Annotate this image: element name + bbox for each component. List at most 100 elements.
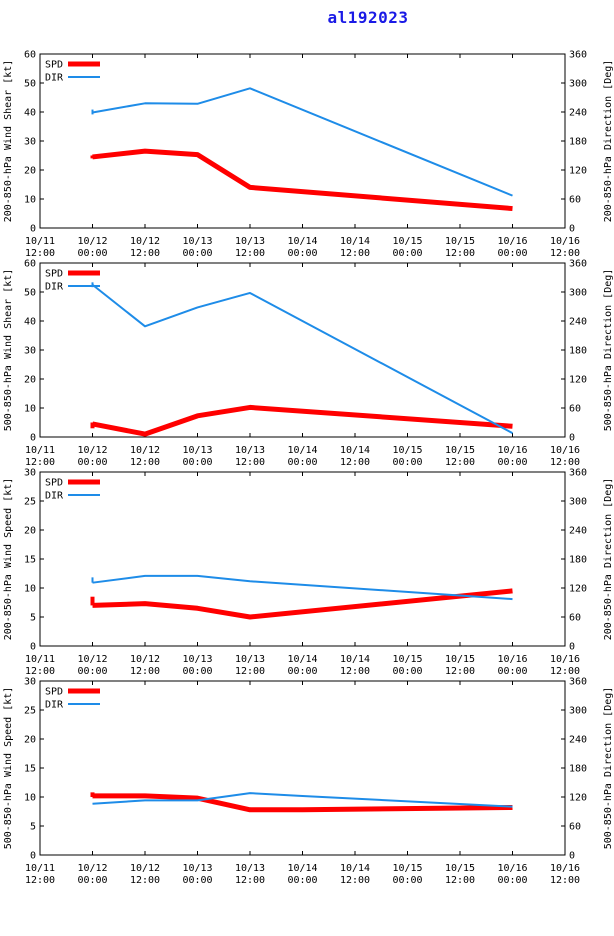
y-tick-label-left: 10 — [24, 195, 36, 206]
x-tick-label: 10/15 — [445, 863, 475, 874]
y-tick-label-right: 60 — [569, 822, 581, 833]
y-tick-label-right: 180 — [569, 764, 587, 775]
y-tick-label-right: 180 — [569, 346, 587, 357]
x-tick-label: 10/16 — [497, 445, 527, 456]
legend-spd-label: SPD — [45, 478, 63, 489]
y-tick-label-left: 20 — [24, 526, 36, 537]
spd-series-line — [92, 793, 513, 813]
x-tick-label: 00:00 — [182, 248, 212, 259]
y-tick-label-right: 360 — [569, 468, 587, 479]
y-axis-title-right: 500-850-hPa Direction [Deg] — [603, 269, 614, 432]
y-tick-label-right: 240 — [569, 735, 587, 746]
y-tick-label-left: 50 — [24, 79, 36, 90]
y-tick-label-right: 240 — [569, 317, 587, 328]
y-tick-label-left: 5 — [30, 822, 36, 833]
legend-dir-label: DIR — [45, 73, 64, 84]
x-tick-label: 00:00 — [497, 248, 527, 259]
legend-spd-label: SPD — [45, 60, 63, 71]
x-tick-label: 10/15 — [392, 863, 422, 874]
x-tick-label: 12:00 — [25, 457, 55, 468]
dir-series-line — [91, 283, 513, 435]
x-tick-label: 10/13 — [235, 236, 265, 247]
y-tick-label-right: 120 — [569, 584, 587, 595]
y-tick-label-left: 30 — [24, 677, 36, 688]
y-tick-label-right: 300 — [569, 288, 587, 299]
x-tick-label: 12:00 — [550, 457, 580, 468]
x-tick-label: 00:00 — [392, 457, 422, 468]
x-tick-label: 12:00 — [550, 875, 580, 886]
x-tick-label: 12:00 — [235, 457, 265, 468]
y-tick-label-left: 25 — [24, 497, 36, 508]
x-tick-label: 12:00 — [235, 666, 265, 677]
panel-2 — [39, 262, 566, 438]
x-tick-label: 10/14 — [340, 236, 370, 247]
y-tick-label-right: 300 — [569, 497, 587, 508]
x-tick-label: 00:00 — [287, 875, 317, 886]
y-tick-label-left: 0 — [30, 642, 36, 653]
x-tick-label: 10/12 — [77, 236, 107, 247]
x-tick-label: 10/11 — [25, 445, 55, 456]
x-tick-label: 12:00 — [445, 248, 475, 259]
y-tick-label-left: 0 — [30, 851, 36, 862]
x-tick-label: 00:00 — [392, 875, 422, 886]
y-tick-label-right: 0 — [569, 433, 575, 444]
y-tick-label-left: 30 — [24, 137, 36, 148]
x-tick-label: 10/15 — [392, 236, 422, 247]
y-tick-label-right: 0 — [569, 224, 575, 235]
x-tick-label: 00:00 — [392, 248, 422, 259]
x-tick-label: 10/15 — [445, 236, 475, 247]
y-tick-label-left: 0 — [30, 433, 36, 444]
y-tick-label-right: 360 — [569, 259, 587, 270]
y-tick-label-left: 20 — [24, 166, 36, 177]
x-tick-label: 10/12 — [130, 445, 160, 456]
y-tick-label-right: 180 — [569, 137, 587, 148]
x-tick-label: 00:00 — [497, 875, 527, 886]
x-tick-label: 00:00 — [287, 666, 317, 677]
y-axis-title-left: 200-850-hPa Wind Shear [kt] — [3, 60, 14, 223]
x-tick-label: 10/14 — [340, 863, 370, 874]
x-tick-label: 12:00 — [340, 248, 370, 259]
x-tick-label: 12:00 — [25, 248, 55, 259]
y-tick-label-left: 10 — [24, 584, 36, 595]
y-tick-label-left: 30 — [24, 468, 36, 479]
x-tick-label: 10/13 — [182, 445, 212, 456]
y-tick-label-right: 0 — [569, 851, 575, 862]
y-tick-label-left: 15 — [24, 555, 36, 566]
x-tick-label: 00:00 — [287, 457, 317, 468]
x-tick-label: 10/13 — [235, 863, 265, 874]
y-axis-title-left: 200-850-hPa Wind Speed [kt] — [3, 478, 14, 641]
x-tick-label: 00:00 — [182, 457, 212, 468]
legend-spd-label: SPD — [45, 687, 63, 698]
y-axis-title-left: 500-850-hPa Wind Shear [kt] — [3, 269, 14, 432]
y-tick-label-right: 60 — [569, 404, 581, 415]
x-tick-label: 10/13 — [235, 654, 265, 665]
y-axis-title-right: 200-850-hPa Direction [Deg] — [603, 60, 614, 223]
dir-series-line — [92, 792, 513, 808]
x-tick-label: 10/14 — [340, 445, 370, 456]
x-tick-label: 10/13 — [182, 236, 212, 247]
y-tick-label-right: 120 — [569, 166, 587, 177]
x-tick-label: 12:00 — [25, 875, 55, 886]
y-tick-label-right: 180 — [569, 555, 587, 566]
x-tick-label: 00:00 — [77, 666, 107, 677]
x-tick-label: 10/11 — [25, 236, 55, 247]
spd-series-line — [92, 588, 513, 620]
y-axis-title-right: 500-850-hPa Direction [Deg] — [603, 687, 614, 850]
y-tick-label-left: 60 — [24, 50, 36, 61]
plot-frame — [39, 53, 566, 229]
plot-frame — [39, 680, 566, 856]
x-tick-label: 12:00 — [130, 875, 160, 886]
y-tick-label-right: 60 — [569, 195, 581, 206]
x-tick-label: 12:00 — [130, 666, 160, 677]
panel-1 — [39, 53, 566, 229]
spd-series-line — [92, 404, 513, 437]
x-tick-label: 00:00 — [497, 457, 527, 468]
x-tick-label: 10/14 — [287, 863, 317, 874]
x-tick-label: 00:00 — [77, 875, 107, 886]
dir-series-line — [92, 87, 513, 197]
y-tick-label-left: 0 — [30, 224, 36, 235]
x-tick-label: 00:00 — [182, 666, 212, 677]
plot-frame — [39, 471, 566, 647]
y-tick-label-left: 20 — [24, 375, 36, 386]
x-tick-label: 12:00 — [340, 457, 370, 468]
